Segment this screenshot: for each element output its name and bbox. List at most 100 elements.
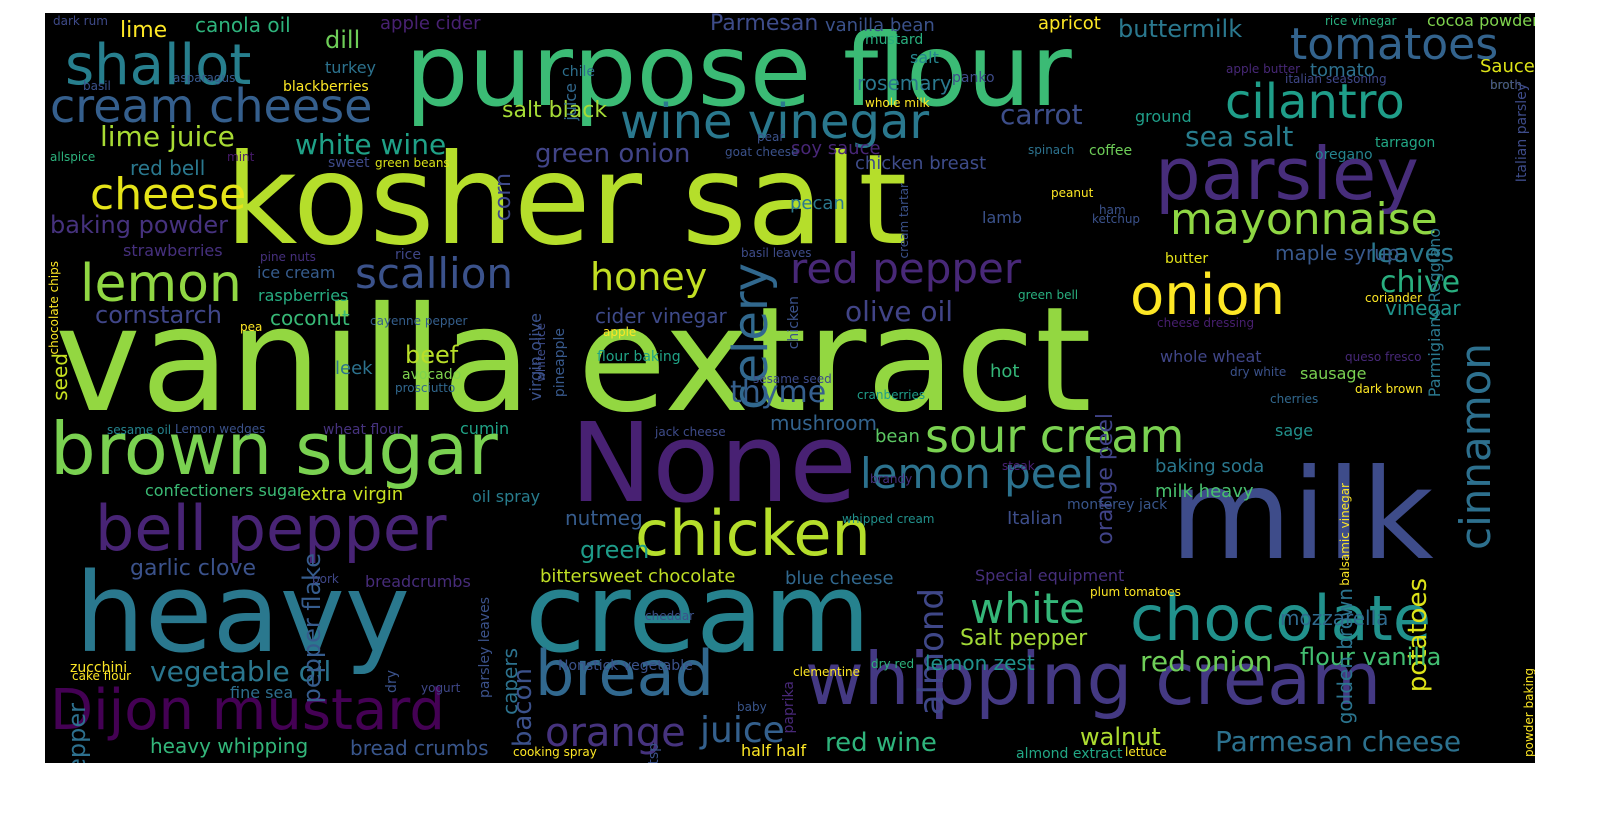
word-27: cheese [90,169,247,220]
word-42: carrot [1000,98,1083,131]
word-188: cream tartar [897,183,911,259]
word-175: chile [562,64,595,80]
word-40: lime juice [100,120,235,153]
word-14: chocolate [1130,582,1432,655]
word-95: Sauce [1480,56,1535,77]
word-48: red wine [825,728,937,758]
word-88: canola oil [195,13,291,37]
word-109: zucchini [70,660,128,676]
word-176: panko [952,70,995,86]
word-152: dark brown [1355,382,1423,396]
word-194: chicken [786,296,802,350]
word-187: ketchup [1092,212,1141,226]
word-107: leek [335,358,373,379]
word-23: sour cream [925,409,1185,463]
word-119: whole wheat [1160,347,1262,366]
word-133: mint [227,150,255,164]
word-93: rosemary [857,71,952,95]
word-105: sage [1275,421,1314,440]
word-81: Special equipment [975,566,1125,585]
word-202: parsley leaves [477,597,493,699]
word-20: cilantro [1225,74,1405,130]
word-157: whipped cream [842,512,935,526]
word-158: cranberries [857,388,926,402]
word-168: tsp [646,743,662,763]
word-68: nutmeg [565,506,643,530]
word-77: cider vinegar [595,304,727,328]
word-78: coconut [270,306,350,330]
word-108: cumin [460,419,510,438]
word-38: red onion [1140,645,1273,678]
word-136: pine nuts [260,250,316,264]
word-cloud-canvas: vanilla extract kosher salt purpose flour m… [45,13,1535,763]
word-8: parsley [1155,132,1419,216]
word-122: coffee [1089,143,1133,159]
word-73: vinegar [1385,296,1461,320]
word-98: ground [1135,107,1192,126]
word-7: cream [525,549,871,677]
word-30: red pepper [790,244,1022,293]
word-11: chicken [635,497,871,570]
word-21: wine vinegar [620,94,930,150]
word-160: plum tomatoes [1090,585,1181,599]
word-39: Parmesan cheese [1215,725,1462,758]
word-143: prosciutto [395,381,456,395]
word-198: pineapple [552,328,568,398]
word-191: Parmigiano Reggiano [1425,228,1444,398]
word-153: cherries [1270,392,1319,406]
word-200: dry [384,670,400,693]
word-2: kosher salt [225,128,908,273]
word-67: green [580,536,650,564]
word-159: sesame seed [753,372,832,386]
word-180: spinach [1028,143,1075,157]
word-132: allspice [50,150,96,164]
word-45: olive oil [845,295,954,328]
word-137: rice [395,247,421,263]
word-141: flour baking [597,349,681,365]
word-140: apple [603,325,637,339]
word-4: milk [1170,443,1434,588]
word-106: bean [875,426,920,447]
word-19: tomatoes [1290,19,1499,70]
word-97: rice vinegar [1325,14,1397,28]
word-46: chive [1380,265,1461,300]
word-189: basil leaves [741,246,812,260]
word-104: sausage [1300,364,1367,383]
word-12: broth [1490,78,1522,92]
word-54: bread crumbs [350,736,489,760]
word-170: almond extract [1016,746,1123,762]
word-6: heavy [75,549,410,677]
word-181: apple butter [1226,62,1301,76]
word-82: extra virgin [300,484,404,505]
word-172: yogurt [421,681,461,695]
word-56: beef [405,341,459,369]
word-139: cayenne pepper [370,314,468,328]
word-151: dry white [1230,365,1287,379]
word-90: Parmesan [710,13,819,36]
word-74: capers [498,648,522,715]
word-3: purpose flour [405,13,1072,129]
word-190: Italian parsley [1514,83,1530,183]
word-125: oregano [1315,147,1373,163]
word-183: broth [1490,78,1522,92]
word-17: shallot [65,33,252,98]
word-199: chocolate chips [47,261,61,355]
word-61: Salt pepper [960,626,1088,651]
word-173: cake flour [72,669,132,683]
word-99: soy sauce [791,138,881,159]
word-167: cooking spray [513,745,597,759]
word-86: dill [325,26,361,54]
word-41: white wine [295,128,447,161]
word-35: juice [700,710,785,751]
word-59: flour vanilla [1300,643,1442,671]
word-113: fine sea [230,683,294,702]
word-94: tomato [1310,60,1375,81]
word-87: lime [120,18,168,43]
word-28: scallion [355,249,514,298]
word-174: dark rum [53,14,108,28]
word-50: cornstarch [95,301,222,329]
word-65: corn [491,173,516,222]
word-121: pecan [790,193,845,214]
word-184: coriander [1365,291,1423,305]
word-185: peanut [1051,186,1094,200]
